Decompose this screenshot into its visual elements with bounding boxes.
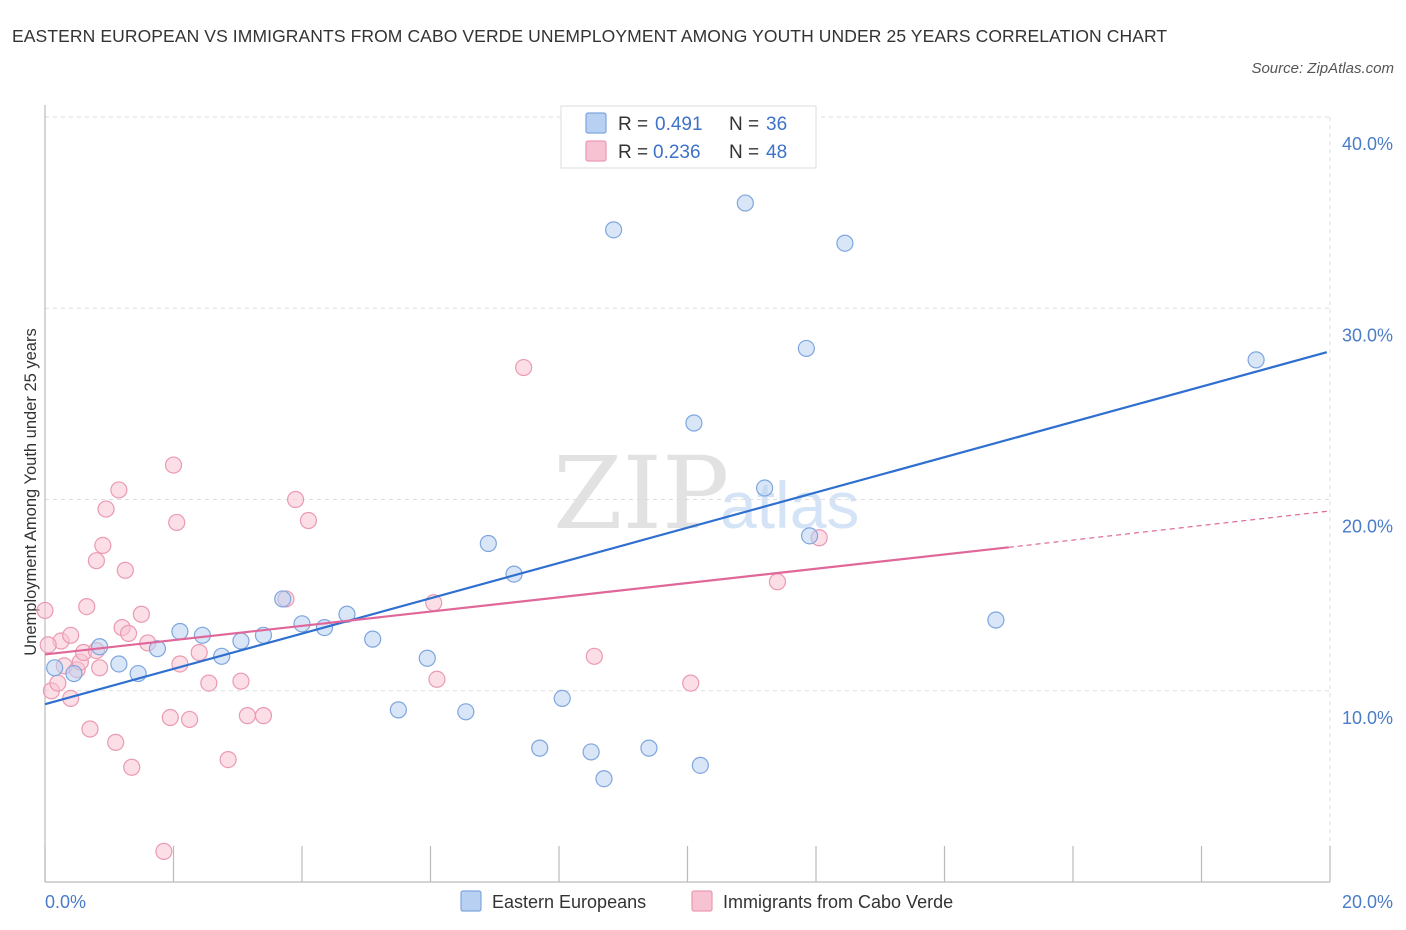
data-point-eastern-europeans — [553, 689, 571, 708]
data-point-eastern-europeans — [797, 339, 815, 358]
data-point-cabo-verde — [180, 710, 199, 729]
data-point-cabo-verde — [515, 358, 533, 377]
data-point-eastern-europeans — [605, 221, 623, 239]
series-legend: Eastern Europeans Immigrants from Cabo V… — [460, 890, 953, 912]
data-point-cabo-verde — [168, 513, 186, 532]
data-point-cabo-verde — [286, 490, 305, 509]
data-point-cabo-verde — [428, 670, 446, 688]
data-point-cabo-verde — [219, 750, 237, 769]
data-point-eastern-europeans — [640, 739, 658, 757]
trend-line-eastern-europeans — [44, 351, 1328, 706]
data-point-eastern-europeans — [691, 756, 709, 774]
bottom-legend-label-blue: Eastern Europeans — [492, 892, 646, 912]
legend-r-label-pink: R = — [618, 142, 648, 163]
data-point-eastern-europeans — [836, 234, 854, 252]
data-point-cabo-verde — [132, 605, 150, 623]
data-point-cabo-verde — [232, 672, 250, 690]
legend-swatch-blue — [585, 112, 607, 134]
legend-r-value-blue: 0.491 — [655, 114, 703, 135]
data-point-eastern-europeans — [65, 664, 83, 683]
data-point-eastern-europeans — [148, 640, 167, 658]
y-tick-label: 10.0% — [1342, 708, 1393, 728]
data-point-cabo-verde — [123, 758, 141, 776]
series-eastern-europeans-points — [46, 194, 1265, 788]
data-point-eastern-europeans — [389, 701, 407, 719]
data-point-cabo-verde — [682, 674, 700, 692]
data-point-cabo-verde — [585, 647, 603, 665]
legend-n-value-blue: 36 — [766, 114, 787, 135]
legend-r-value-pink: 0.236 — [653, 142, 701, 163]
data-point-eastern-europeans — [418, 649, 436, 667]
chart-title: EASTERN EUROPEAN VS IMMIGRANTS FROM CABO… — [12, 26, 1168, 46]
data-point-eastern-europeans — [987, 611, 1005, 629]
y-tick-label: 30.0% — [1342, 325, 1393, 345]
legend-swatch-pink — [585, 140, 607, 162]
data-point-cabo-verde — [107, 733, 125, 751]
data-point-cabo-verde — [768, 573, 787, 591]
data-point-cabo-verde — [254, 707, 273, 725]
data-point-eastern-europeans — [755, 479, 774, 497]
y-axis-label: Unemployment Among Youth under 25 years — [22, 328, 40, 655]
data-point-eastern-europeans — [293, 615, 311, 633]
legend-n-label-blue: N = — [729, 114, 759, 135]
data-point-eastern-europeans — [457, 703, 475, 721]
data-point-cabo-verde — [49, 674, 67, 692]
data-point-cabo-verde — [94, 536, 112, 555]
trend-lines — [44, 351, 1331, 706]
x-tick-label-max: 20.0% — [1342, 892, 1393, 912]
legend-n-label-pink: N = — [729, 142, 759, 163]
trend-line-cabo-verde-extension — [1008, 510, 1331, 548]
data-point-cabo-verde — [39, 636, 57, 654]
data-point-cabo-verde — [81, 720, 99, 738]
y-tick-label: 40.0% — [1342, 134, 1393, 154]
data-point-eastern-europeans — [110, 655, 128, 673]
data-point-eastern-europeans — [232, 632, 250, 650]
data-point-cabo-verde — [78, 597, 96, 616]
legend-n-value-pink: 48 — [766, 142, 787, 163]
data-point-cabo-verde — [190, 643, 208, 662]
data-point-eastern-europeans — [595, 770, 613, 788]
watermark-atlas: atlas — [720, 468, 859, 542]
watermark-zip: ZIP — [553, 435, 729, 552]
data-point-cabo-verde — [155, 842, 173, 861]
data-point-cabo-verde — [116, 561, 134, 579]
y-tick-label: 20.0% — [1342, 517, 1393, 537]
data-point-cabo-verde — [161, 708, 179, 727]
data-point-cabo-verde — [110, 481, 128, 499]
data-point-eastern-europeans — [171, 622, 189, 641]
data-point-eastern-europeans — [46, 659, 64, 677]
axes: 10.0% 20.0% 30.0% 40.0% — [44, 105, 1393, 883]
data-point-cabo-verde — [91, 659, 109, 677]
correlation-legend: R = 0.491 N = 36 R = 0.236 N = 48 — [560, 105, 817, 169]
data-point-eastern-europeans — [685, 414, 703, 432]
data-point-cabo-verde — [164, 456, 183, 474]
gridlines — [45, 116, 1331, 882]
data-point-cabo-verde — [299, 511, 318, 530]
data-point-eastern-europeans — [736, 194, 754, 212]
trend-line-cabo-verde — [44, 546, 1009, 656]
bottom-legend-swatch-pink — [691, 890, 713, 912]
data-point-eastern-europeans — [274, 590, 292, 608]
bottom-legend-swatch-blue — [460, 890, 482, 912]
data-point-eastern-europeans — [1247, 351, 1265, 369]
data-point-cabo-verde — [36, 601, 54, 620]
data-point-eastern-europeans — [582, 743, 600, 761]
x-tick-label-min: 0.0% — [45, 892, 86, 912]
data-point-cabo-verde — [97, 500, 115, 518]
data-point-cabo-verde — [200, 674, 218, 692]
legend-r-label-blue: R = — [618, 114, 648, 135]
bottom-legend-label-pink: Immigrants from Cabo Verde — [723, 892, 953, 912]
data-point-cabo-verde — [62, 626, 80, 644]
data-point-cabo-verde — [119, 624, 138, 642]
data-point-cabo-verde — [87, 552, 106, 570]
source-label: Source: ZipAtlas.com — [1251, 60, 1394, 77]
data-point-eastern-europeans — [800, 527, 819, 545]
data-point-cabo-verde — [238, 707, 256, 725]
data-point-eastern-europeans — [479, 534, 497, 553]
data-point-eastern-europeans — [531, 739, 549, 757]
data-point-eastern-europeans — [364, 630, 382, 648]
